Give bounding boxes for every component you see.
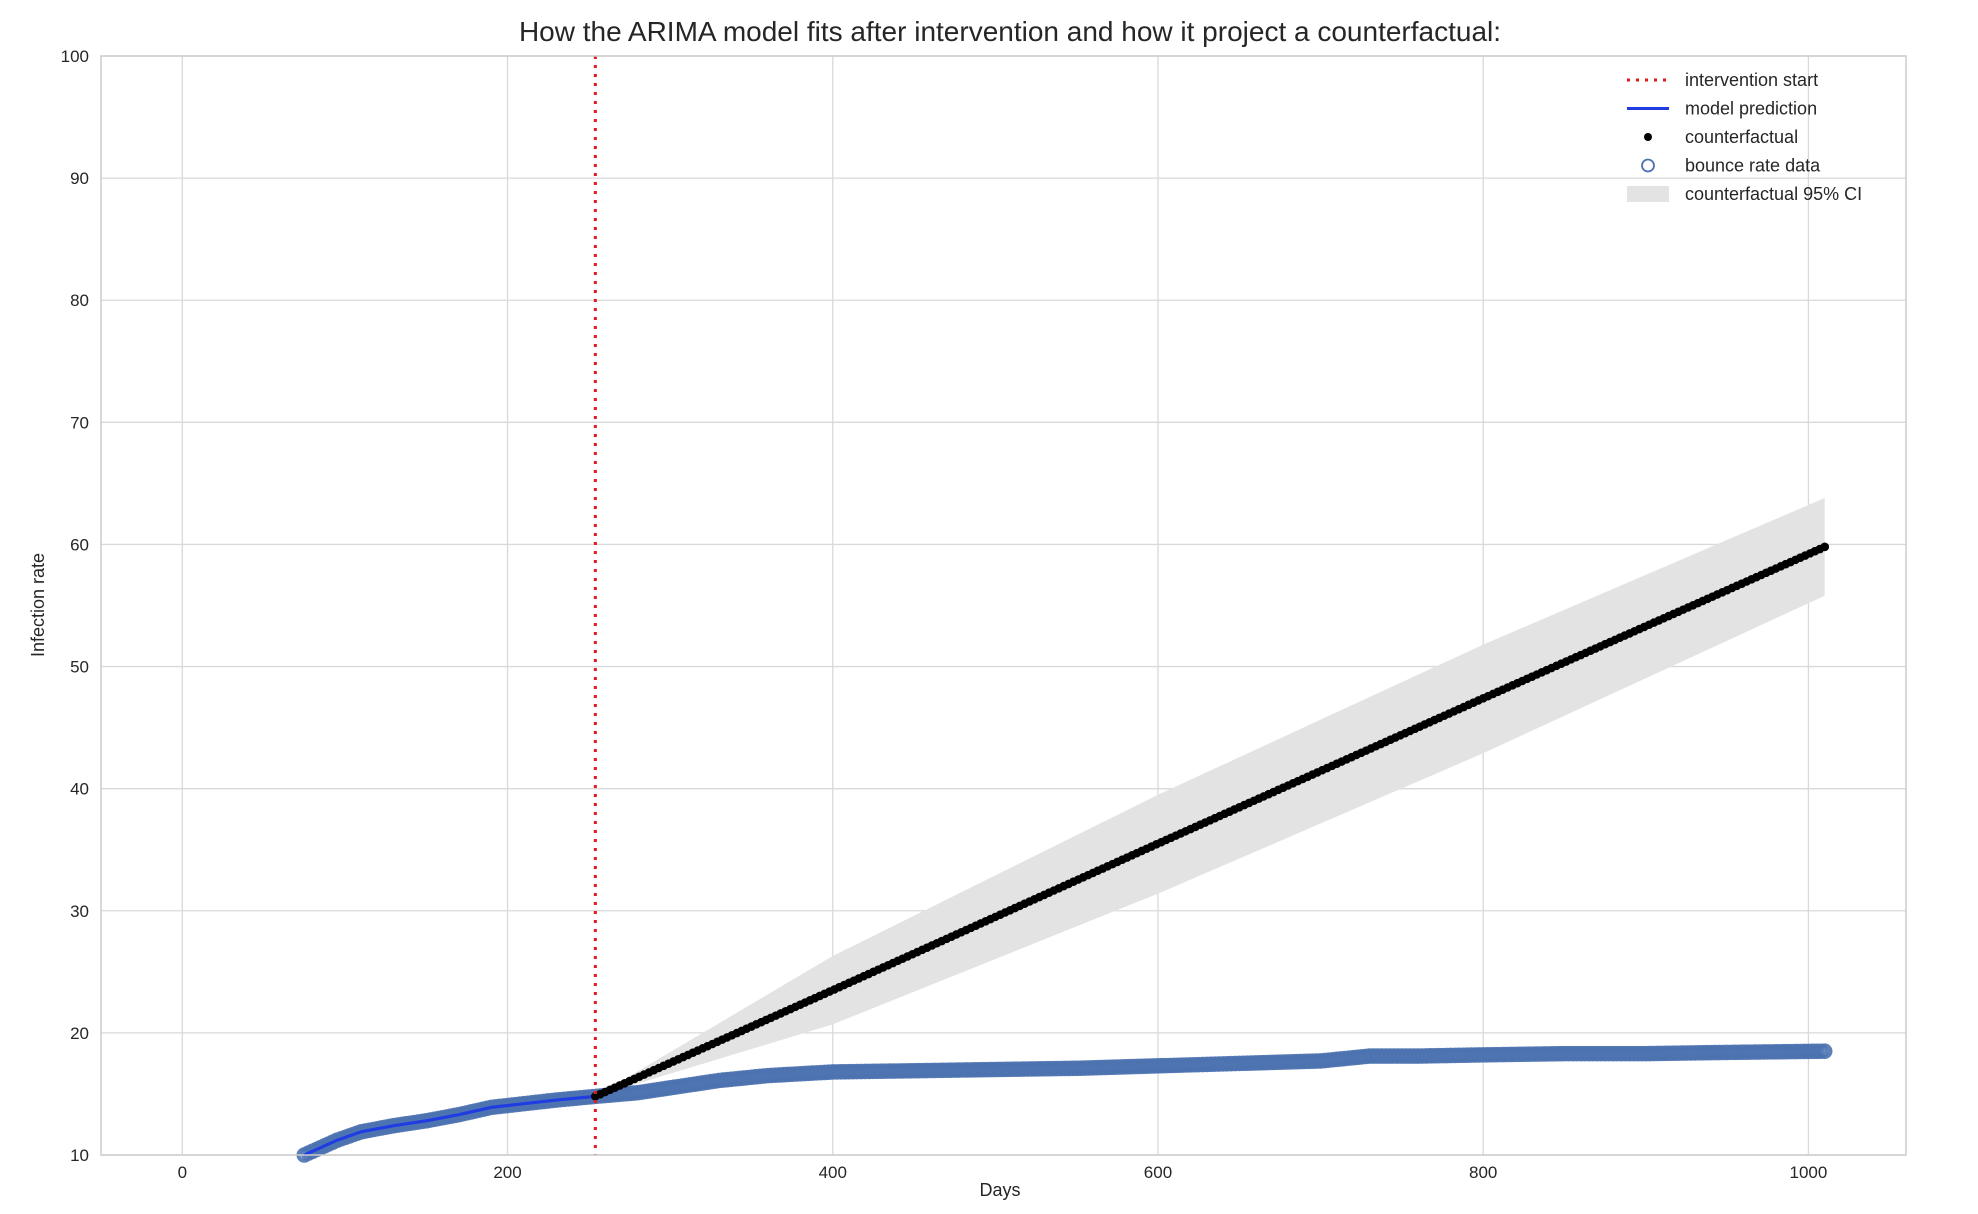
x-tick-label: 200 xyxy=(493,1163,521,1182)
legend-label: counterfactual xyxy=(1685,127,1798,147)
legend-swatch-ci xyxy=(1627,186,1669,202)
y-tick-label: 10 xyxy=(70,1146,89,1165)
legend-swatch-bounce xyxy=(1641,158,1655,173)
y-tick-label: 100 xyxy=(61,47,89,66)
legend: intervention start model prediction counte… xyxy=(1627,70,1862,204)
plot-frame xyxy=(100,55,1907,1156)
y-tick-label: 70 xyxy=(70,413,89,432)
legend-label: model prediction xyxy=(1685,99,1817,119)
counterfactual-series xyxy=(591,542,1829,1101)
bounce-rate-series xyxy=(296,1043,1833,1163)
y-axis-label: Infection rate xyxy=(28,553,48,657)
y-tick-labels: 10 20 30 40 50 60 70 80 90 100 xyxy=(61,47,89,1165)
bounce-rate-point xyxy=(1816,1043,1833,1060)
y-tick-label: 90 xyxy=(70,169,89,188)
y-tick-label: 20 xyxy=(70,1024,89,1043)
counterfactual-point xyxy=(1820,542,1829,552)
legend-label: intervention start xyxy=(1685,70,1818,90)
y-tick-label: 30 xyxy=(70,902,89,921)
series-layer xyxy=(296,542,1833,1163)
y-tick-label: 80 xyxy=(70,291,89,310)
legend-label: counterfactual 95% CI xyxy=(1685,184,1862,204)
y-tick-label: 40 xyxy=(70,780,89,799)
x-tick-label: 0 xyxy=(178,1163,187,1182)
ci-band-layer xyxy=(595,498,1825,1097)
x-tick-label: 600 xyxy=(1144,1163,1172,1182)
x-tick-labels: 0 200 400 600 800 1000 xyxy=(178,1163,1828,1182)
grid xyxy=(101,55,1906,1156)
model-prediction-line xyxy=(303,1094,596,1157)
x-tick-label: 800 xyxy=(1469,1163,1497,1182)
counterfactual-ci-band xyxy=(595,498,1825,1097)
x-tick-label: 1000 xyxy=(1790,1163,1828,1182)
legend-swatch-counterfactual xyxy=(1644,133,1652,141)
x-tick-label: 400 xyxy=(819,1163,847,1182)
chart-title: How the ARIMA model fits after intervent… xyxy=(519,16,1501,47)
y-tick-label: 50 xyxy=(70,658,89,677)
x-axis-label: Days xyxy=(979,1180,1020,1200)
y-tick-label: 60 xyxy=(70,535,89,554)
axes-frame xyxy=(100,55,1907,1156)
legend-label: bounce rate data xyxy=(1685,156,1821,176)
